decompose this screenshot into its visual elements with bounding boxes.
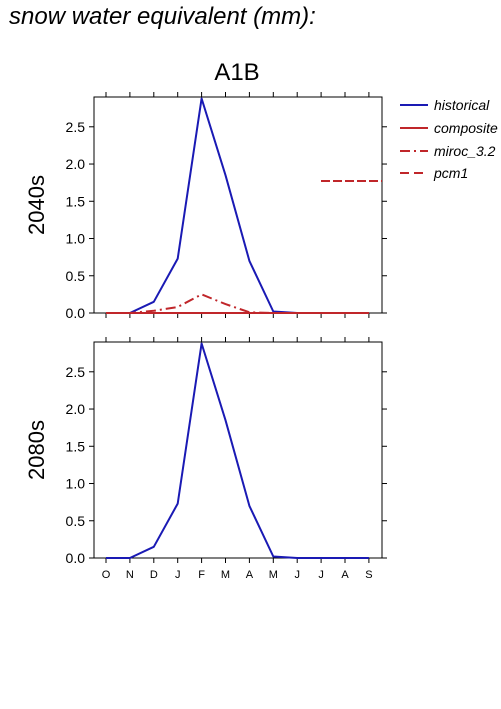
y-tick-label: 2.5 <box>66 364 86 380</box>
legend: historical composite miroc_3.2 pcm1 <box>321 97 498 182</box>
series-line-historical <box>106 342 369 559</box>
y-tick-label: 1.0 <box>66 476 86 492</box>
x-tick-label: O <box>102 569 111 581</box>
y-tick-label: 1.0 <box>66 231 86 247</box>
legend-label: miroc_3.2 <box>434 143 496 159</box>
y-tick-label: 2.0 <box>66 401 86 417</box>
y-tick-label: 2.0 <box>66 156 86 172</box>
series-line-historical <box>106 97 369 314</box>
x-tick-label: A <box>246 569 254 581</box>
legend-item: historical <box>400 97 490 113</box>
x-tick-label: A <box>341 569 349 581</box>
panel-label: 2080s <box>24 420 49 480</box>
x-tick-label: M <box>269 569 278 581</box>
legend-item: miroc_3.2 <box>400 143 496 159</box>
x-tick-label: N <box>126 569 134 581</box>
legend-item: composite <box>400 120 498 136</box>
legend-label: pcm1 <box>433 165 468 181</box>
y-tick-label: 2.5 <box>66 119 86 135</box>
x-tick-label: M <box>221 569 230 581</box>
x-tick-label: J <box>175 569 181 581</box>
legend-item: pcm1 <box>400 165 468 181</box>
page-title: snow water equivalent (mm): <box>9 3 316 30</box>
y-tick-label: 0.0 <box>66 550 86 566</box>
chart-title: A1B <box>214 59 259 86</box>
plot-frame <box>93 96 383 314</box>
x-tick-label: J <box>294 569 300 581</box>
y-tick-label: 0.5 <box>66 513 86 529</box>
legend-label: historical <box>434 97 490 113</box>
y-tick-label: 1.5 <box>66 193 86 209</box>
panel-label: 2040s <box>24 175 49 235</box>
legend-label: composite <box>434 120 498 136</box>
y-tick-label: 1.5 <box>66 438 86 454</box>
y-tick-label: 0.5 <box>66 268 86 284</box>
x-tick-label: D <box>150 569 158 581</box>
y-tick-label: 0.0 <box>66 305 86 321</box>
panels: 0.0 0.5 1.0 1.5 2.0 2.5 2040s 0.0 0.5 1.0 1.5 2.0 2.… <box>24 92 387 581</box>
plot-frame <box>93 341 383 559</box>
panel-2040s: 0.0 0.5 1.0 1.5 2.0 2.5 2040s <box>24 92 387 321</box>
panel-2080s: 0.0 0.5 1.0 1.5 2.0 2.5 2080s O N D J F M A M J J A S <box>24 337 387 581</box>
series-line-miroc_3.2 <box>106 293 369 314</box>
x-tick-label: J <box>318 569 324 581</box>
x-tick-label: F <box>198 569 205 581</box>
x-tick-label: S <box>365 569 372 581</box>
